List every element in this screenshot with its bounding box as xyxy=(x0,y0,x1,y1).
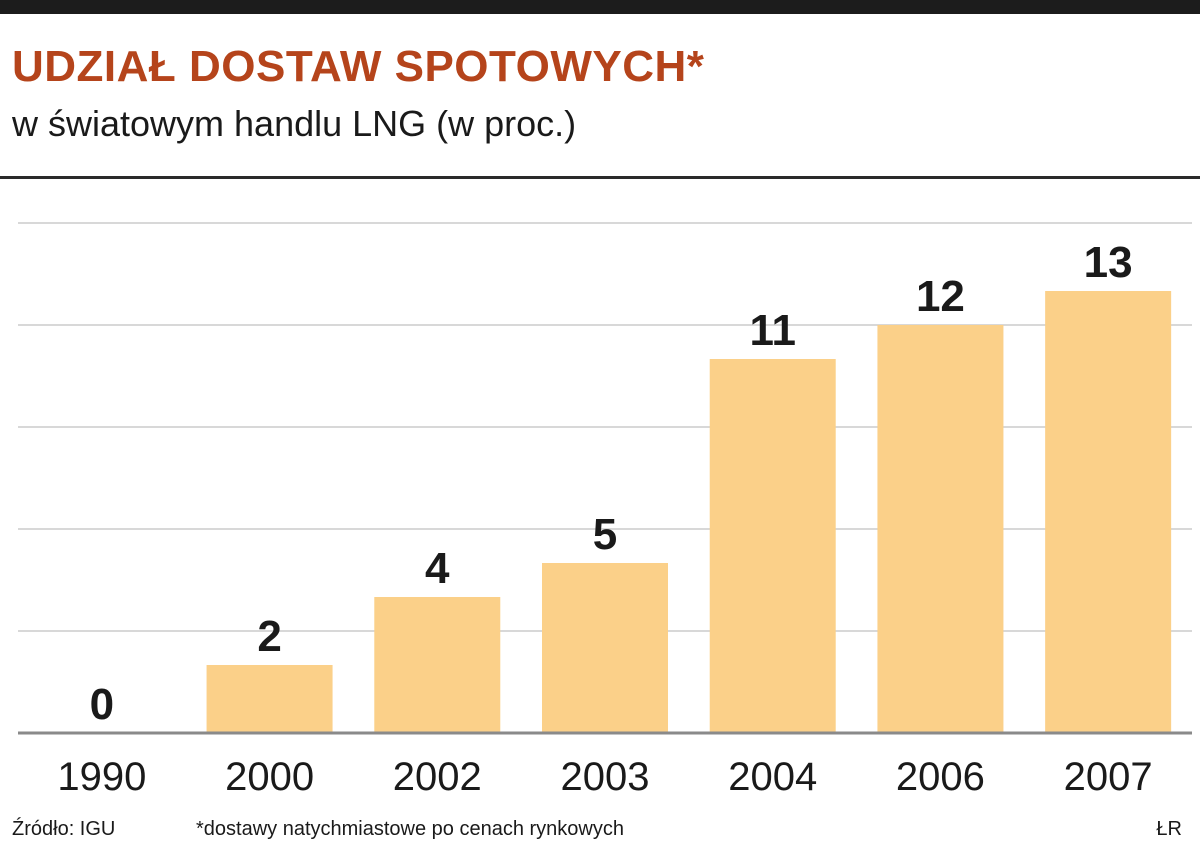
x-tick-2003: 2003 xyxy=(561,755,650,799)
x-tick-1990: 1990 xyxy=(57,755,146,799)
bar-chart: 0 1990 2 2000 4 2002 5 2003 11 2004 12 2006 13 2007 xyxy=(18,222,1192,799)
data-label-2002: 4 xyxy=(425,544,450,593)
bar-2006 xyxy=(877,325,1004,733)
data-label-2004: 11 xyxy=(749,306,796,355)
author-credit: ŁR xyxy=(1156,818,1182,840)
bar-2004 xyxy=(709,359,836,733)
header-divider xyxy=(0,176,1200,179)
x-tick-2007: 2007 xyxy=(1064,755,1153,799)
x-tick-2004: 2004 xyxy=(728,755,817,799)
bar-2007 xyxy=(1045,291,1172,733)
bar-2003 xyxy=(542,563,668,733)
footnote: *dostawy natychmiastowe po cenach rynkow… xyxy=(196,818,624,840)
chart-title: UDZIAŁ DOSTAW SPOTOWYCH* xyxy=(12,42,705,91)
data-label-2000: 2 xyxy=(257,612,281,661)
data-label-2003: 5 xyxy=(593,510,617,559)
chart-subtitle: w światowym handlu LNG (w proc.) xyxy=(12,103,577,144)
top-rule xyxy=(0,0,1200,14)
source-note: Źródło: IGU xyxy=(12,818,116,840)
bar-2000 xyxy=(206,665,333,733)
x-tick-2002: 2002 xyxy=(393,755,482,799)
data-label-2007: 13 xyxy=(1084,238,1133,287)
x-tick-2000: 2000 xyxy=(225,755,314,799)
bar-2002 xyxy=(374,597,501,733)
data-label-1990: 0 xyxy=(90,680,114,729)
x-tick-2006: 2006 xyxy=(896,755,985,799)
data-label-2006: 12 xyxy=(916,272,965,321)
